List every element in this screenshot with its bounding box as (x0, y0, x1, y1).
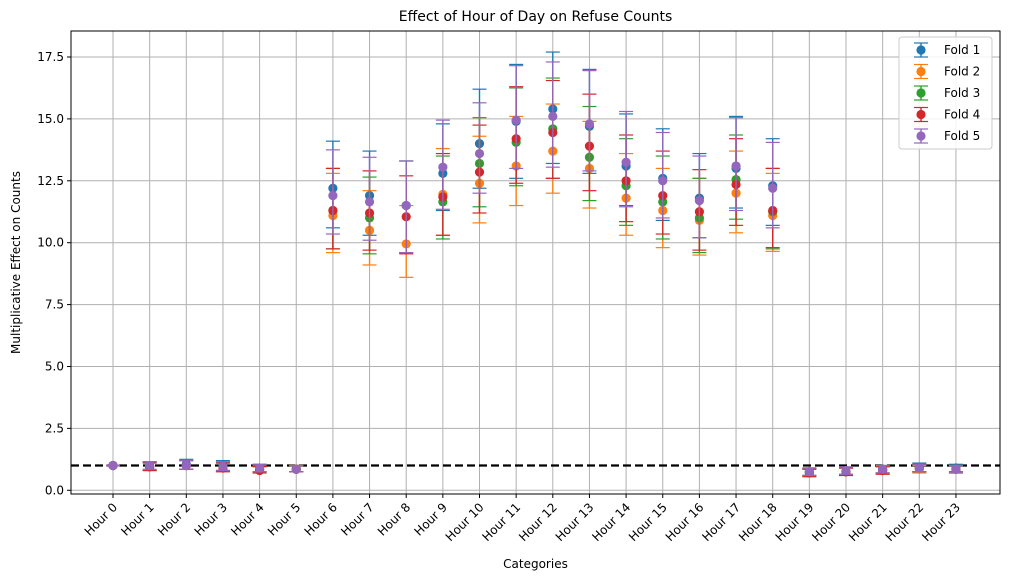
y-tick-label: 10.0 (37, 236, 64, 250)
data-point (401, 200, 411, 211)
plot-area-frame (70, 30, 1001, 495)
data-point (145, 460, 155, 471)
data-point (951, 464, 961, 474)
legend-marker (916, 45, 926, 55)
data-point (328, 191, 338, 201)
data-point (438, 162, 448, 172)
data-point (291, 464, 301, 474)
data-point (694, 196, 705, 206)
y-tick-label: 15.0 (37, 112, 64, 126)
y-tick-label: 12.5 (37, 174, 64, 188)
data-point (658, 176, 668, 186)
legend-label: Fold 2 (944, 65, 980, 79)
data-point (841, 465, 851, 476)
data-point (878, 464, 888, 474)
data-point (548, 111, 558, 122)
legend-item: Fold 5 (914, 128, 980, 144)
legend-marker (916, 109, 926, 120)
data-point (511, 115, 521, 125)
data-point (218, 462, 228, 472)
y-tick-label: 0.0 (45, 483, 64, 497)
chart-title: Effect of Hour of Day on Refuse Counts (399, 9, 673, 25)
data-point (584, 119, 595, 129)
y-tick-label: 17.5 (37, 50, 64, 64)
legend-item: Fold 4 (914, 106, 980, 123)
legend: Fold 1 Fold 2 Fold 3 Fold 4 Fold 5 (898, 36, 993, 150)
legend-label: Fold 5 (944, 129, 980, 143)
series-layer (106, 51, 963, 478)
y-tick-label: 2.5 (45, 421, 64, 435)
y-tick-label: 5.0 (45, 359, 64, 373)
legend-label: Fold 4 (944, 108, 980, 122)
legend-marker (916, 88, 926, 98)
legend-label: Fold 1 (944, 43, 980, 57)
y-axis: 0.0 2.5 5.0 7.5 10.0 12.5 15.0 17.5 (37, 50, 71, 497)
data-point (255, 463, 265, 473)
legend-marker (916, 131, 926, 141)
data-point (621, 157, 631, 167)
data-point (181, 460, 191, 471)
series-5 (106, 61, 963, 477)
legend-marker (916, 66, 926, 77)
data-point (914, 463, 924, 473)
y-tick-label: 7.5 (45, 298, 64, 312)
data-point (731, 161, 741, 171)
legend-item: Fold 3 (914, 85, 980, 101)
y-axis-label: Multiplicative Effect on Counts (9, 171, 23, 354)
data-point (804, 467, 814, 477)
data-point (108, 460, 118, 471)
legend-item: Fold 2 (914, 63, 980, 80)
data-point (768, 183, 778, 193)
data-point (474, 148, 485, 159)
legend-item: Fold 1 (914, 42, 980, 58)
legend-label: Fold 3 (944, 86, 980, 100)
data-point (364, 197, 375, 207)
x-axis-label: Categories (503, 557, 568, 571)
